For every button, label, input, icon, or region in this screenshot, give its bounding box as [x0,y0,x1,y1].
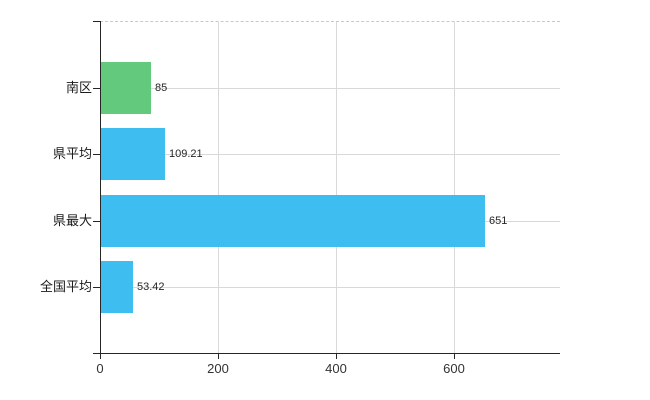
bar-3 [101,195,485,247]
x-gridline [336,22,337,353]
x-tick-label: 400 [325,361,347,376]
y-gridline [100,154,560,155]
bar-4 [101,261,133,313]
x-tick-label: 600 [443,361,465,376]
category-label: 南区 [65,80,92,95]
y-axis-end-tick [93,21,100,22]
x-tick-label: 200 [207,361,229,376]
bar-1 [101,62,151,114]
bar-2 [101,128,165,180]
bar-value-label: 651 [489,215,508,227]
x-gridline [454,22,455,353]
y-axis-tick [93,154,100,155]
x-axis-tick [454,353,455,359]
y-gridline [100,287,560,288]
bar-value-label: 85 [155,82,168,94]
x-axis-tick [218,353,219,359]
y-axis-tick [93,221,100,222]
x-axis-tick [336,353,337,359]
category-label: 県平均 [52,146,92,161]
bar-value-label: 109.21 [169,148,203,160]
plot-top-border [100,21,560,22]
category-label: 全国平均 [39,279,92,294]
x-tick-label: 0 [96,361,104,376]
x-axis [100,353,560,354]
y-axis [100,21,101,353]
x-gridline [218,22,219,353]
y-axis-tick [93,287,100,288]
y-axis-tick [93,88,100,89]
x-axis-tick [100,353,101,359]
y-axis-end-tick [93,353,100,354]
y-gridline [100,88,560,89]
bar-value-label: 53.42 [137,281,165,293]
category-label: 県最大 [52,213,92,228]
